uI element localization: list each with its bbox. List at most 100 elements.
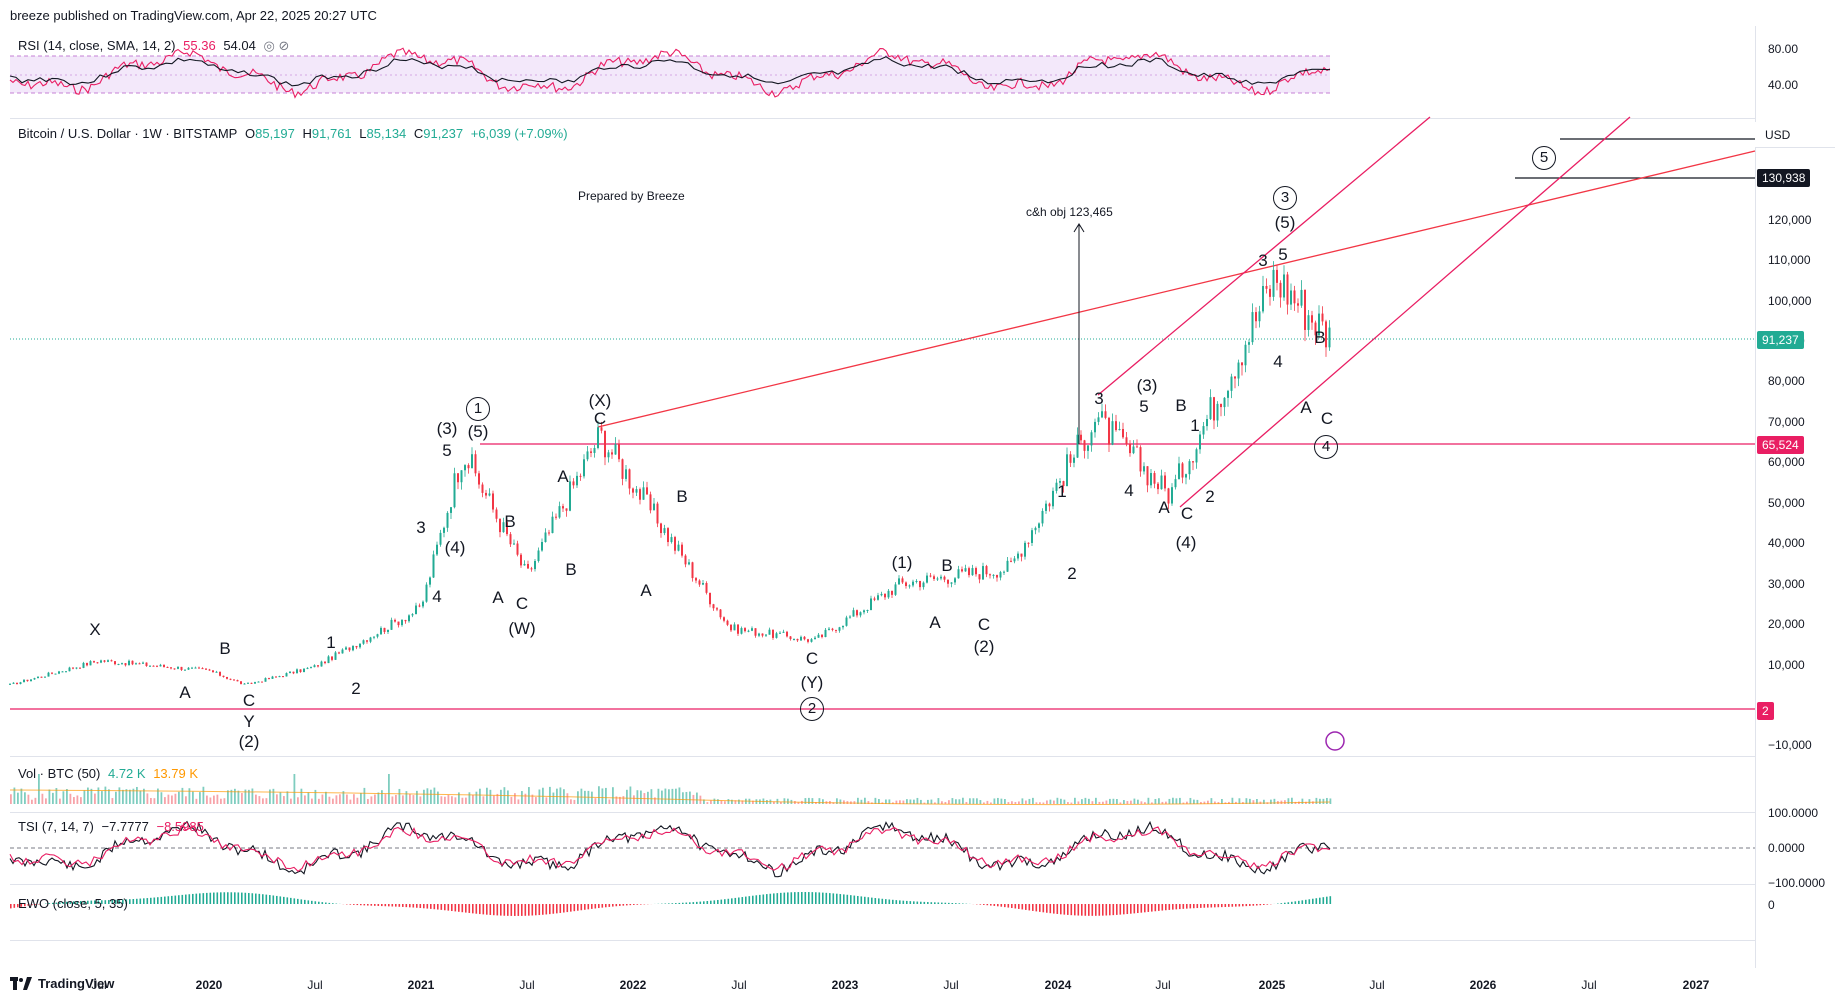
tsi-legend[interactable]: TSI (7, 14, 7) −7.7777 −8.5985 xyxy=(18,819,208,834)
ewo-bar xyxy=(794,892,796,904)
wave-label-circled: 3 xyxy=(1273,186,1297,210)
volume-bar xyxy=(1168,798,1171,804)
candle-body xyxy=(1027,542,1030,544)
candle-body xyxy=(982,566,984,580)
volume-bar xyxy=(311,798,313,804)
candle-body xyxy=(520,554,522,566)
candle-body xyxy=(989,574,991,576)
candle-body xyxy=(933,576,935,580)
time-tick: 2021 xyxy=(407,978,435,992)
tsi-label: TSI (7, 14, 7) xyxy=(18,819,94,834)
volume-bar xyxy=(367,798,369,804)
pane-divider[interactable] xyxy=(10,812,1755,813)
candle-body xyxy=(1300,289,1303,306)
pane-divider[interactable] xyxy=(10,884,1755,885)
volume-bar xyxy=(1053,800,1055,804)
pane-divider[interactable] xyxy=(10,118,1755,119)
rsi-sma-value: 54.04 xyxy=(223,38,256,53)
candle-body xyxy=(159,664,162,667)
symbol-legend[interactable]: Bitcoin / U.S. Dollar · 1W · BITSTAMP O8… xyxy=(18,126,568,141)
ewo-bar xyxy=(762,894,765,904)
price-tick: 100,000 xyxy=(1768,293,1812,308)
ewo-bar xyxy=(776,893,779,904)
volume-bar xyxy=(356,797,359,804)
ewo-bar xyxy=(1189,904,1192,909)
candle-body xyxy=(999,572,1002,578)
currency-label[interactable]: USD xyxy=(1755,122,1835,148)
candle-body xyxy=(555,516,557,518)
ewo-bar xyxy=(689,902,691,904)
candle-body xyxy=(320,661,323,667)
ewo-bar xyxy=(66,901,68,904)
volume-bar xyxy=(507,790,509,804)
candle-body xyxy=(93,661,95,663)
ewo-tick-0: 0 xyxy=(1768,898,1775,912)
candle-body xyxy=(765,634,767,636)
candle-body xyxy=(229,678,232,680)
volume-bar xyxy=(59,798,61,804)
candle-body xyxy=(772,629,774,638)
volume-bar xyxy=(41,793,44,804)
candle-body xyxy=(775,633,778,638)
volume-bar xyxy=(1165,801,1167,804)
rsi-legend[interactable]: RSI (14, close, SMA, 14, 2) 55.36 54.04 … xyxy=(18,38,293,54)
candle-body xyxy=(1024,542,1026,557)
volume-bar xyxy=(300,788,303,804)
ewo-bar xyxy=(1056,904,1059,914)
volume-bar xyxy=(640,790,642,804)
ewo-bar xyxy=(489,904,492,915)
candle-body xyxy=(436,544,438,555)
ewo-bar xyxy=(1161,904,1164,911)
volume-bar xyxy=(594,798,597,804)
tradingview-footer[interactable]: TradingView xyxy=(10,976,114,991)
candle-body xyxy=(1062,481,1065,487)
rsi-settings-icons[interactable]: ◎ ⊘ xyxy=(263,38,290,53)
ewo-bar xyxy=(80,900,82,904)
candle-body xyxy=(968,568,970,576)
ewo-bar xyxy=(381,904,383,907)
candle-body xyxy=(152,665,155,667)
ewo-bar xyxy=(199,893,201,904)
ewo-bar xyxy=(13,904,16,908)
candle-body xyxy=(597,427,599,449)
candle-body xyxy=(373,636,375,638)
price-tick: 10,000 xyxy=(1768,657,1805,672)
ewo-bar xyxy=(475,904,478,914)
volume-bar xyxy=(143,788,145,804)
volume-bar xyxy=(440,796,443,804)
ewo-bar xyxy=(542,904,544,915)
wave-label-circled: 5 xyxy=(1532,146,1556,170)
volume-bar xyxy=(185,796,187,804)
candle-body xyxy=(89,661,92,666)
ewo-bar xyxy=(132,899,135,904)
ewo-bar xyxy=(1091,904,1094,916)
candle-body xyxy=(551,516,554,534)
volume-bar xyxy=(90,788,93,804)
candle-body xyxy=(845,617,848,626)
ewo-bar xyxy=(808,892,810,904)
ewo-bar xyxy=(304,899,306,904)
ewo-bar xyxy=(1326,896,1328,904)
candle-body xyxy=(495,509,498,519)
ewo-legend[interactable]: EWO (close, 5, 35) xyxy=(18,896,132,911)
ewo-bar xyxy=(293,898,296,904)
ewo-bar xyxy=(234,892,236,904)
volume-bar xyxy=(146,793,149,804)
candle-body xyxy=(1174,479,1177,488)
candle-body xyxy=(768,629,771,635)
tag-last-price: 91,237 xyxy=(1757,331,1804,349)
volume-bar xyxy=(1158,798,1160,804)
candle-body xyxy=(677,544,680,551)
pane-divider[interactable] xyxy=(10,756,1755,757)
candle-body xyxy=(723,617,725,621)
tag-target-line: 130,938 xyxy=(1757,169,1811,187)
volume-bar xyxy=(1014,802,1017,804)
volume-bar xyxy=(241,793,243,804)
ewo-bar xyxy=(1203,904,1206,908)
candle-body xyxy=(586,451,589,460)
volume-bar xyxy=(318,798,320,804)
time-tick: Jul xyxy=(91,978,107,992)
volume-bar xyxy=(1025,800,1027,804)
volume-legend[interactable]: Vol · BTC (50) 4.72 K 13.79 K xyxy=(18,766,202,781)
